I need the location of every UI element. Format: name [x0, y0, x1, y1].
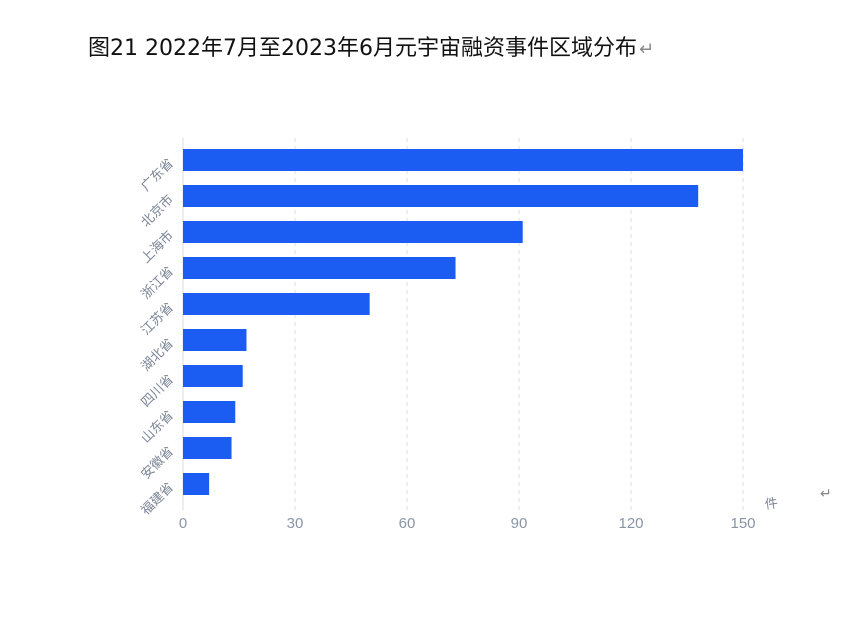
x-axis-labels: 0 30 60 90 120 150	[179, 515, 756, 532]
x-axis-unit-label: 件	[764, 496, 779, 513]
bar-9	[183, 473, 210, 495]
x-tick-label: 60	[399, 515, 416, 532]
bar-6	[183, 365, 243, 387]
y-category-label: 北京市	[138, 192, 177, 231]
y-category-label: 四川省	[139, 372, 177, 410]
x-tick-label: 120	[618, 515, 643, 532]
bars	[183, 149, 743, 495]
bar-5	[183, 329, 247, 351]
y-category-label: 山东省	[139, 408, 177, 446]
chart-title: 图21 2022年7月至2023年6月元宇宙融资事件区域分布 ↵	[88, 30, 654, 62]
y-category-label: 安徽省	[139, 444, 177, 482]
bar-7	[183, 401, 236, 423]
bar-0	[183, 149, 743, 171]
y-category-label: 广东省	[139, 156, 177, 194]
bar-8	[183, 437, 232, 459]
chart-title-text: 图21 2022年7月至2023年6月元宇宙融资事件区域分布	[88, 36, 637, 61]
x-tick-label: 150	[730, 515, 755, 532]
x-tick-label: 30	[287, 515, 304, 532]
y-category-label: 浙江省	[139, 264, 177, 302]
y-category-label: 湖北省	[139, 336, 177, 374]
return-mark-icon: ↵	[638, 39, 655, 60]
bar-3	[183, 257, 456, 279]
bar-2	[183, 221, 523, 243]
x-tick-label: 0	[179, 515, 187, 532]
y-category-label: 上海市	[138, 228, 177, 267]
y-category-label: 江苏省	[138, 300, 177, 339]
y-category-label: 福建省	[139, 480, 177, 518]
return-mark-icon: ↵	[820, 486, 832, 502]
x-tick-label: 90	[511, 515, 528, 532]
bar-4	[183, 293, 370, 315]
bar-1	[183, 185, 699, 207]
